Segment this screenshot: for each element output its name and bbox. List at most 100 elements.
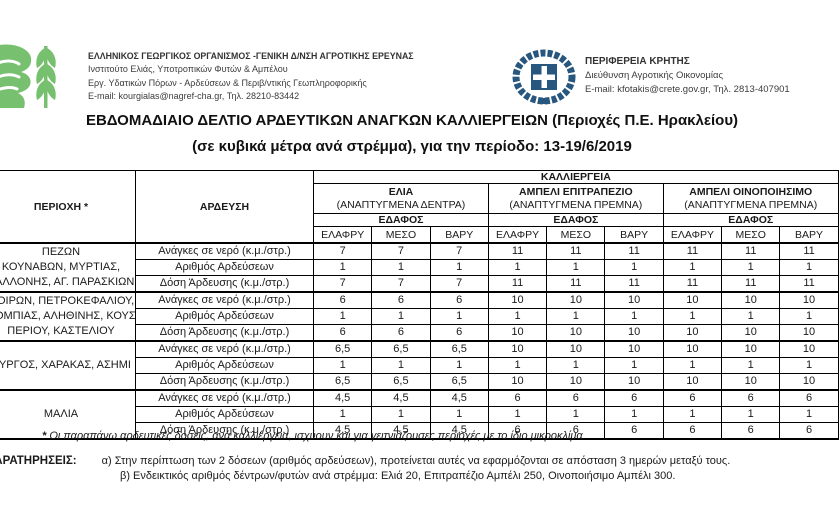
row-label-cell: Ανάγκες σε νερό (κ.μ./στρ.): [135, 340, 314, 359]
microclimate-footnote: * Οι παραπάνω αρδευτικές δόσεις, ανά καλ…: [42, 430, 583, 442]
value-cell: 10: [604, 291, 664, 310]
hellenic-republic-emblem: [512, 49, 576, 111]
value-cell: 1: [312, 357, 373, 375]
row-label-cell: Δόση Άρδευσης (κ.μ./στρ.): [135, 373, 314, 392]
value-cell: 1: [604, 308, 664, 326]
value-cell: 7: [312, 242, 373, 261]
observation-line-b: β) Ενδεικτικός αριθμός δέντρων/φυτών ανά…: [120, 470, 730, 482]
value-cell: 10: [721, 373, 781, 392]
region-line: ΜΟΙΡΩΝ, ΠΕΤΡΟΚΕΦΑΛΙΟΥ,: [0, 295, 135, 308]
soil-type-header: ΕΛΑΦΡΥ: [312, 226, 373, 245]
value-cell: 1: [312, 406, 373, 424]
value-cell: 6: [371, 324, 431, 343]
crop-subtitle: (ΑΝΑΠΤΥΓΜΕΝΑ ΔΕΝΤΡΑ): [336, 199, 466, 212]
crop-header-table-grape: ΑΜΠΕΛΙ ΕΠΙΤΡΑΠΕΖΙΟ (ΑΝΑΠΤΥΓΜΕΝΑ ΠΡΕΜΝΑ): [487, 183, 664, 215]
value-cell: 6: [487, 389, 548, 408]
row-label-cell: Αριθμός Αρδεύσεων: [135, 406, 314, 424]
value-cell: 1: [312, 308, 373, 326]
value-cell: 6,5: [312, 373, 373, 392]
elgo-logo-icon: [0, 44, 56, 108]
value-cell: 10: [779, 291, 839, 310]
soil-type-header: ΕΛΑΦΡΥ: [487, 226, 548, 245]
value-cell: 6: [312, 291, 373, 310]
value-cell: 11: [604, 275, 664, 294]
value-cell: 1: [779, 357, 839, 375]
value-cell: 6: [721, 422, 781, 441]
row-label-cell: Ανάγκες σε νερό (κ.μ./στρ.): [135, 242, 314, 261]
region-cell: ΜΟΙΡΩΝ, ΠΕΤΡΟΚΕΦΑΛΙΟΥ, ΠΟΜΠΙΑΣ, ΑΛΗΘΙΝΗΣ…: [0, 291, 136, 343]
value-cell: 7: [371, 242, 431, 261]
value-cell: 6,5: [312, 340, 373, 359]
row-label-cell: Ανάγκες σε νερό (κ.μ./στρ.): [135, 291, 314, 310]
soil-type-header: ΜΕΣΟ: [721, 226, 781, 245]
value-cell: 6: [546, 422, 606, 441]
value-cell: 11: [779, 275, 839, 294]
org-right-block: ΠΕΡΙΦΕΡΕΙΑ ΚΡΗΤΗΣ Διεύθυνση Αγροτικής Οι…: [585, 55, 790, 97]
region-line: ΜΑΛΙΑ: [43, 408, 79, 421]
value-cell: 1: [721, 259, 781, 277]
footnote-text: Οι παραπάνω αρδευτικές δόσεις, ανά καλλι…: [49, 430, 583, 442]
value-cell: 11: [487, 275, 548, 294]
value-cell: 11: [662, 275, 723, 294]
value-cell: 1: [721, 357, 781, 375]
value-cell: 6: [662, 389, 723, 408]
org-left-line: Εργ. Υδατικών Πόρων - Αρδεύσεων & Περιβ/…: [88, 77, 367, 88]
region-line: ΠΟΜΠΙΑΣ, ΑΛΗΘΙΝΗΣ, ΚΟΥΣΕ,: [0, 310, 136, 323]
crop-header-wine-grape: ΑΜΠΕΛΙ ΟΙΝΟΠΟΙΗΣΙΜΟ (ΑΝΑΠΤΥΓΜΕΝΑ ΠΡΕΜΝΑ): [662, 183, 839, 215]
org-right-line: Διεύθυνση Αγροτικής Οικονομίας: [585, 70, 724, 81]
region-line: ΠΥΡΓΟΣ, ΧΑΡΑΚΑΣ, ΑΣΗΜΙ: [0, 359, 131, 372]
value-cell: 1: [662, 357, 723, 375]
value-cell: 10: [662, 373, 723, 392]
value-cell: 10: [546, 324, 606, 343]
value-cell: 1: [371, 308, 431, 326]
value-cell: 1: [429, 308, 489, 326]
value-cell: 1: [487, 308, 548, 326]
crop-header-olive: ΕΛΙΑ (ΑΝΑΠΤΥΓΜΕΝΑ ΔΕΝΤΡΑ): [313, 183, 489, 215]
soil-header: ΕΔΑΦΟΣ: [313, 213, 489, 228]
value-cell: 1: [487, 259, 548, 277]
note-a-text: α) Στην περίπτωση των 2 δόσεων (αριθμός …: [101, 455, 731, 467]
value-cell: 10: [779, 340, 839, 359]
value-cell: 6,5: [371, 340, 431, 359]
value-cell: 6: [662, 422, 723, 441]
observations-block: ΠΑΡΑΤΗΡΗΣΕΙΣ: α) Στην περίπτωση των 2 δό…: [0, 455, 730, 482]
value-cell: 11: [487, 242, 548, 261]
value-cell: 1: [371, 259, 431, 277]
soil-header: ΕΔΑΦΟΣ: [662, 213, 839, 228]
value-cell: 4,5: [312, 389, 373, 408]
observation-line-a: ΠΑΡΑΤΗΡΗΣΕΙΣ: α) Στην περίπτωση των 2 δό…: [0, 455, 730, 467]
soil-type-header: ΒΑΡΥ: [779, 226, 839, 245]
soil-type-header: ΒΑΡΥ: [604, 226, 664, 245]
value-cell: 1: [546, 406, 606, 424]
value-cell: 1: [371, 357, 431, 375]
org-left-line: ΕΛΛΗΝΙΚΟΣ ΓΕΩΡΓΙΚΟΣ ΟΡΓΑΝΙΣΜΟΣ -ΓΕΝΙΚΗ Δ…: [88, 51, 414, 61]
value-cell: 11: [662, 242, 723, 261]
crop-name: ΕΛΙΑ: [388, 186, 414, 199]
value-cell: 6: [312, 324, 373, 343]
value-cell: 7: [429, 242, 489, 261]
row-label-cell: Δόση Άρδευσης (κ.μ./στρ.): [135, 324, 314, 343]
value-cell: 6: [371, 291, 431, 310]
value-cell: 10: [721, 291, 781, 310]
org-left-line: Ινστιτούτο Ελιάς, Υποτροπικών Φυτών & Αμ…: [88, 64, 288, 75]
value-cell: 1: [487, 357, 548, 375]
value-cell: 7: [429, 275, 489, 294]
value-cell: 10: [604, 340, 664, 359]
value-cell: 1: [604, 259, 664, 277]
irrigation-table: ΠΕΡΙΟΧΗ * ΑΡΔΕΥΣΗ ΚΑΛΛΙΕΡΓΕΙΑ ΕΛΙΑ (ΑΝΑΠ…: [0, 169, 839, 441]
value-cell: 10: [546, 291, 606, 310]
value-cell: 1: [371, 406, 431, 424]
value-cell: 10: [779, 373, 839, 392]
value-cell: 6: [546, 389, 606, 408]
crops-header: ΚΑΛΛΙΕΡΓΕΙΑ: [313, 169, 839, 185]
org-left-block: ΕΛΛΗΝΙΚΟΣ ΓΕΩΡΓΙΚΟΣ ΟΡΓΑΝΙΣΜΟΣ -ΓΕΝΙΚΗ Δ…: [88, 50, 414, 104]
row-label-cell: Δόση Άρδευσης (κ.μ./στρ.): [135, 422, 314, 441]
title-block: ΕΒΔΟΜΑΔΙΑΙΟ ΔΕΛΤΙΟ ΑΡΔΕΥΤΙΚΩΝ ΑΝΑΓΚΩΝ ΚΑ…: [0, 112, 838, 155]
region-cell: ΠΕΖΩΝ ΚΟΥΝΑΒΩΝ, ΜΥΡΤΙΑΣ, ΚΑΛΛΟΝΗΣ, ΑΓ. Π…: [0, 242, 136, 294]
soil-type-header: ΒΑΡΥ: [429, 226, 489, 245]
row-label-cell: Δόση Άρδευσης (κ.μ./στρ.): [135, 275, 314, 294]
row-label-cell: Αριθμός Αρδεύσεων: [135, 308, 314, 326]
value-cell: 1: [487, 406, 548, 424]
value-cell: 1: [779, 406, 839, 424]
